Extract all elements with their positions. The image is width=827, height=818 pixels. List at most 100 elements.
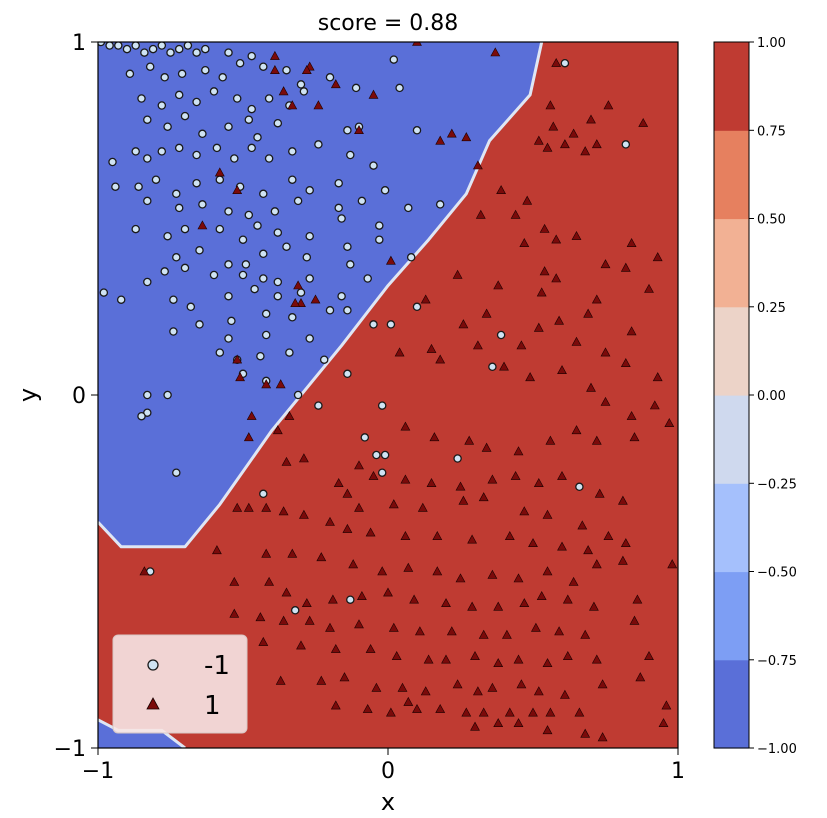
x-axis: −1 0 1 x [82,748,685,816]
data-point-neg [172,468,181,477]
data-point-pos [400,474,411,484]
data-point-pos [626,237,637,247]
data-point-pos [496,185,507,194]
data-point-pos [551,234,562,244]
data-point-pos [551,57,562,67]
data-point-neg [325,306,335,315]
data-point-pos [275,675,286,685]
data-point-neg [372,450,381,460]
data-point-neg [198,200,207,209]
data-point-pos [420,294,431,304]
colorbar-band [714,571,749,661]
data-point-pos [513,654,524,664]
data-point-neg [282,65,291,75]
data-point-neg [264,154,274,163]
x-tick-label: 1 [671,759,685,784]
colorbar-band [714,659,749,749]
data-point-neg [157,101,167,110]
data-point-pos [472,160,483,170]
colorbar-tick-label: −0.75 [757,654,797,669]
data-point-neg [453,454,462,463]
data-point-pos [388,499,399,509]
legend-circle-marker [147,659,159,671]
data-point-pos [458,495,469,505]
data-point-pos [583,545,594,555]
data-point-pos [516,340,527,350]
colorbar-tick-label: −0.50 [757,566,797,581]
data-point-neg [334,203,343,213]
data-point-neg [325,73,335,82]
data-point-neg [247,143,256,153]
data-point-pos [232,502,243,512]
data-point-pos [296,640,306,650]
data-point-neg [183,42,193,50]
data-point-neg [218,73,227,82]
data-point-neg [137,411,146,421]
data-point-neg [293,196,303,206]
data-point-pos [278,86,289,96]
data-point-pos [269,50,280,60]
colorbar-band [714,306,749,396]
colorbar-tick-label: 0.75 [757,124,786,139]
data-point-neg [293,390,303,400]
data-point-neg [224,334,233,343]
data-point-neg [346,260,355,269]
data-point-pos [458,319,469,329]
data-point-pos [269,64,280,74]
data-point-neg [148,44,158,54]
data-point-pos [330,79,341,89]
data-point-pos [414,626,425,636]
data-point-neg [305,231,314,241]
data-point-pos [261,379,272,389]
data-point-pos [461,707,472,717]
data-point-neg [288,175,297,184]
data-point-pos [301,64,312,74]
data-point-neg [215,224,225,234]
data-point-pos [470,721,480,731]
legend-triangle-marker [146,697,160,710]
data-point-neg [143,390,152,400]
data-point-neg [186,302,196,312]
data-point-pos [261,502,272,512]
data-point-neg [160,73,169,82]
data-point-neg [314,401,323,410]
data-point-neg [334,178,343,188]
data-point-pos [461,132,472,142]
data-point-pos [313,100,324,110]
data-point-pos [493,658,504,668]
data-point-pos [501,629,512,639]
data-point-neg [351,83,361,93]
colorbar-tick-label: 0.00 [757,389,786,404]
data-point-pos [264,576,275,586]
colorbar: −1.00 −0.75 −0.50 −0.25 0.00 0.25 0.50 0.75 1.00 [713,36,797,757]
data-point-pos [617,555,628,565]
data-point-pos [304,615,315,625]
data-point-pos [644,283,654,293]
data-point-pos [513,718,524,728]
data-point-pos [435,135,446,145]
data-point-neg [177,69,187,79]
data-point-neg [259,62,268,71]
data-point-neg [172,189,181,199]
data-point-pos [365,643,376,653]
data-point-neg [273,277,283,287]
data-point-pos [325,622,335,632]
data-point-pos [287,100,298,110]
data-point-pos [472,686,483,696]
data-point-neg [259,489,268,499]
data-point-neg [131,224,140,234]
data-point-neg [261,330,271,340]
data-point-pos [293,280,304,290]
data-point-neg [395,83,404,93]
data-point-neg [163,231,172,241]
data-point-neg [235,58,245,68]
data-point-pos [542,142,553,152]
data-point-neg [343,126,352,135]
data-point-pos [545,100,556,110]
data-point-pos [377,566,388,576]
data-point-neg [412,126,422,135]
data-point-pos [620,262,631,272]
data-point-pos [548,121,559,131]
x-tick-label: −1 [82,759,114,784]
data-point-neg [259,189,268,199]
